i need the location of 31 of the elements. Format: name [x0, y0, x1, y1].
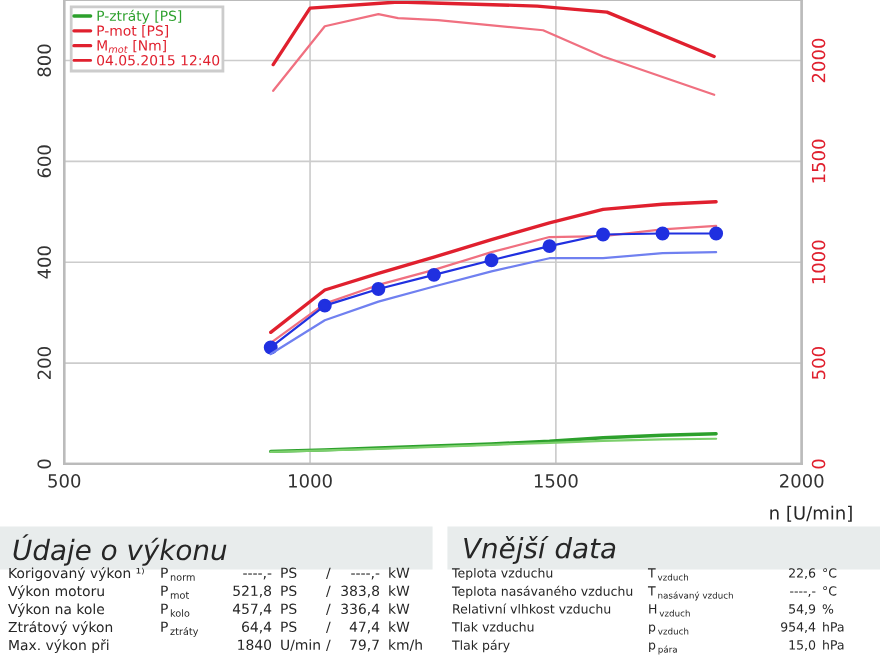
- point: [596, 227, 611, 242]
- line-series: [269, 437, 718, 453]
- point: [542, 239, 557, 254]
- line-series: [271, 0, 716, 67]
- y2-tick-label: 1500: [811, 139, 826, 183]
- line-series: [269, 200, 718, 335]
- x-tick-label: 2000: [780, 474, 824, 488]
- point: [709, 226, 724, 241]
- x-tick-label: 500: [48, 474, 81, 488]
- y-tick-label: 0: [37, 459, 52, 469]
- text: Údaje o výkonu: [13, 534, 227, 566]
- line-series: [269, 432, 718, 454]
- y-tick-label: 800: [37, 44, 52, 77]
- y2-tick-label: 2000: [811, 38, 826, 83]
- point: [484, 253, 499, 268]
- y2-tick-label: 1000: [811, 240, 826, 284]
- x-axis-title: n [U/min]: [770, 505, 852, 522]
- y-tick-label: 400: [37, 246, 52, 279]
- point: [317, 298, 332, 313]
- y-tick-label: 200: [37, 347, 52, 380]
- point: [655, 226, 670, 241]
- y2-tick-label: 500: [811, 347, 826, 379]
- line-series: [272, 13, 716, 96]
- point: [263, 340, 278, 355]
- y2-tick-label: 0: [811, 459, 826, 469]
- point: [427, 267, 441, 282]
- point: [371, 282, 386, 296]
- y-tick-label: 600: [37, 145, 52, 178]
- text: Vnější data: [464, 536, 616, 564]
- x-tick-label: 1500: [534, 474, 578, 488]
- x-tick-label: 1000: [289, 474, 332, 488]
